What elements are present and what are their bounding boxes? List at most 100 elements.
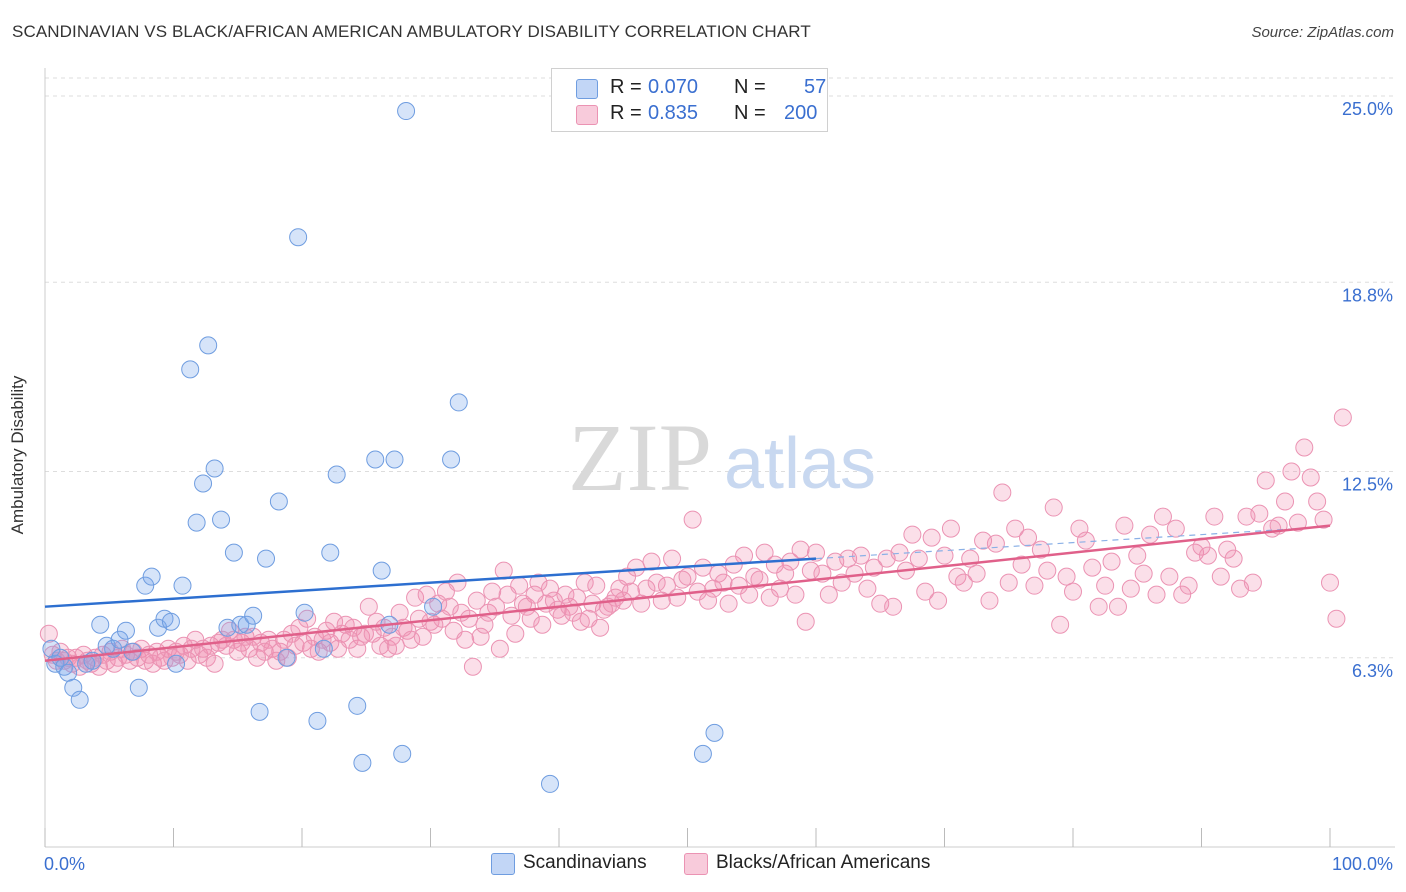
point-black-african-american (1282, 462, 1301, 481)
point-black-african-american (1134, 564, 1153, 583)
point-scandinavian (397, 102, 416, 121)
legend-r-label: R = (610, 102, 642, 124)
y-tick-label: 25.0% (1342, 99, 1393, 119)
point-scandinavian (321, 543, 340, 562)
point-black-african-american (1147, 585, 1166, 604)
point-black-african-american (1308, 492, 1327, 511)
point-black-african-american (1256, 471, 1275, 490)
point-black-african-american (929, 591, 948, 610)
y-tick-label: 6.3% (1352, 661, 1393, 681)
point-black-african-american (1243, 573, 1262, 592)
point-black-african-american (1327, 609, 1346, 628)
point-black-african-american (1160, 567, 1179, 586)
point-black-african-american (348, 639, 367, 658)
point-scandinavian (308, 711, 327, 730)
y-tick-label: 18.8% (1342, 285, 1393, 305)
legend-swatch-blue (576, 79, 598, 99)
point-scandinavian (205, 459, 224, 478)
point-scandinavian (181, 360, 200, 379)
point-black-african-american (1057, 567, 1076, 586)
point-black-african-american (1019, 528, 1038, 547)
point-black-african-american (618, 567, 637, 586)
point-black-african-american (1006, 519, 1025, 538)
point-scandinavian (424, 597, 443, 616)
point-black-african-american (1115, 516, 1134, 535)
legend-r-label: R = (610, 76, 642, 98)
point-black-african-american (1121, 579, 1140, 598)
point-black-african-american (903, 525, 922, 544)
point-scandinavian (449, 393, 468, 412)
point-black-african-american (986, 534, 1005, 553)
point-black-african-american (1218, 540, 1237, 559)
point-black-african-american (693, 558, 712, 577)
point-scandinavian (393, 744, 412, 763)
point-scandinavian (314, 639, 333, 658)
tick-labels: 6.3% 12.5% 18.8% 25.0% 0.0% 100.0% (44, 99, 1393, 874)
x-tick-label: 0.0% (44, 854, 85, 874)
point-black-african-american (205, 654, 224, 673)
point-scandinavian (231, 615, 250, 634)
point-black-african-american (1108, 597, 1127, 616)
point-black-african-american (178, 651, 197, 670)
point-black-african-american (999, 573, 1018, 592)
point-black-african-american (1083, 558, 1102, 577)
point-black-african-american (390, 603, 409, 622)
point-black-african-american (786, 585, 805, 604)
legend-swatch-pink (576, 105, 598, 125)
axes (44, 68, 1395, 848)
point-black-african-american (647, 573, 666, 592)
legend-n-label: N = (734, 102, 766, 124)
point-scandinavian (541, 774, 560, 793)
point-scandinavian (705, 723, 724, 742)
chart-title: SCANDINAVIAN VS BLACK/AFRICAN AMERICAN A… (12, 22, 811, 41)
point-scandinavian (250, 702, 269, 721)
point-scandinavian (136, 576, 155, 595)
point-black-african-american (916, 582, 935, 601)
point-scandinavian (129, 678, 148, 697)
point-scandinavian (442, 450, 461, 469)
point-black-african-american (1173, 585, 1192, 604)
watermark: ZIP atlas (568, 404, 876, 511)
point-black-african-american (845, 564, 864, 583)
point-black-african-american (267, 651, 286, 670)
point-scandinavian (224, 543, 243, 562)
point-scandinavian (289, 228, 308, 247)
point-black-african-american (1301, 468, 1320, 487)
point-scandinavian (212, 510, 231, 529)
point-black-african-american (1096, 576, 1115, 595)
point-black-african-american (1141, 525, 1160, 544)
bottom-legend-swatch-blue (491, 853, 515, 875)
point-black-african-american (1198, 546, 1217, 565)
point-black-african-american (1211, 567, 1230, 586)
point-black-african-american (819, 585, 838, 604)
point-scandinavian (116, 621, 135, 640)
point-black-african-american (1025, 576, 1044, 595)
trendlines (44, 524, 1331, 663)
point-scandinavian (353, 753, 372, 772)
point-black-african-american (678, 567, 697, 586)
point-scandinavian (173, 576, 192, 595)
point-black-african-american (954, 573, 973, 592)
point-black-african-american (39, 624, 58, 643)
point-black-african-american (355, 624, 374, 643)
point-black-african-american (1179, 576, 1198, 595)
point-black-african-american (683, 510, 702, 529)
point-black-african-american (487, 597, 506, 616)
y-axis-label: Ambulatory Disability (8, 375, 27, 535)
point-black-african-american (448, 573, 467, 592)
point-black-african-american (1064, 582, 1082, 601)
point-black-african-american (909, 549, 928, 568)
point-black-african-american (1044, 498, 1063, 517)
point-black-african-american (490, 639, 509, 658)
point-scandinavian (257, 549, 276, 568)
point-black-african-american (1051, 615, 1070, 634)
point-black-african-american (760, 588, 779, 607)
point-black-african-american (359, 597, 378, 616)
point-black-african-american (922, 528, 941, 547)
point-black-african-american (941, 519, 960, 538)
point-scandinavian (693, 744, 712, 763)
point-black-african-american (1166, 519, 1185, 538)
point-black-african-american (1333, 408, 1352, 427)
point-scandinavian (237, 615, 256, 634)
